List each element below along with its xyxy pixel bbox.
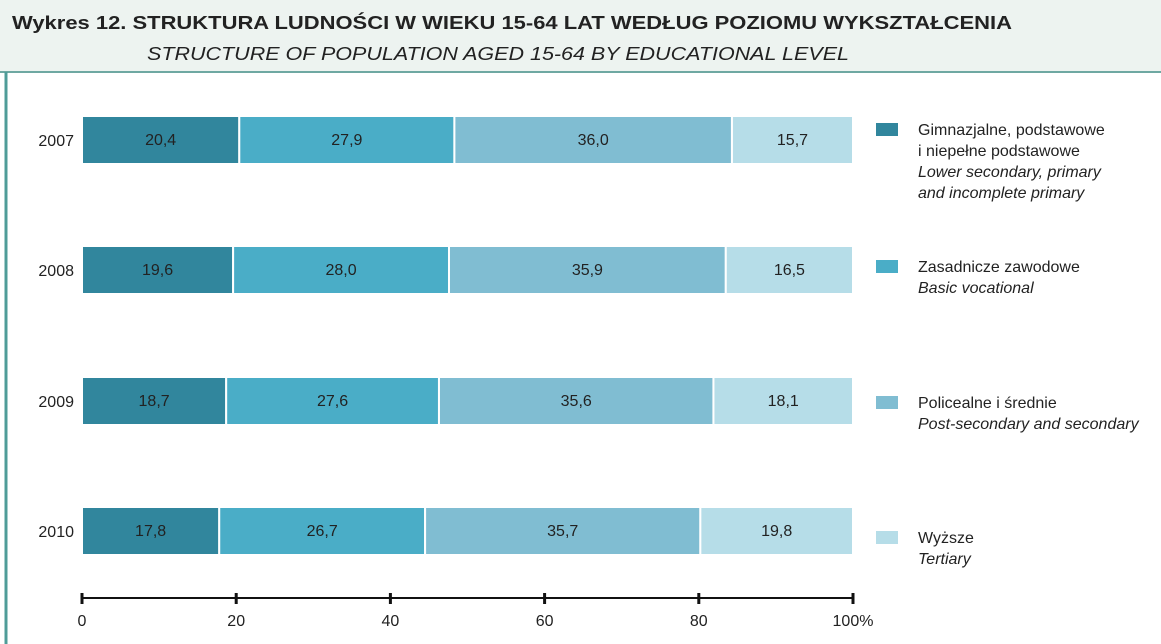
data-label: 35,9 <box>572 262 603 279</box>
data-label: 35,6 <box>561 393 592 410</box>
legend-entry-en: Basic vocational <box>918 280 1034 297</box>
bar-segment <box>699 506 854 556</box>
data-label: 18,1 <box>768 393 799 410</box>
bar-segment <box>81 245 235 295</box>
x-tick-label: 0 <box>78 613 87 630</box>
x-tick-label: 20 <box>227 613 245 630</box>
data-label: 20,4 <box>145 132 176 149</box>
bar-segment <box>81 376 228 426</box>
x-tick-label: 40 <box>382 613 400 630</box>
bar-segment <box>238 115 456 165</box>
chart-title: Wykres 12. STRUKTURA LUDNOŚCI W WIEKU 15… <box>12 12 1012 33</box>
bar-segment <box>712 376 854 426</box>
data-label: 27,6 <box>317 393 348 410</box>
bar-segment <box>218 506 427 556</box>
x-tick-label: 60 <box>536 613 554 630</box>
data-label: 35,7 <box>547 523 578 540</box>
bar-segment <box>225 376 440 426</box>
data-label: 16,5 <box>774 262 805 279</box>
legend-swatch <box>876 531 898 544</box>
legend-entry: Policealne i średnie Post-secondary and s… <box>918 395 1139 433</box>
data-label: 15,7 <box>777 132 808 149</box>
bar-segment <box>447 245 727 295</box>
y-tick-label: 2010 <box>38 524 74 541</box>
legend-swatch <box>876 260 898 273</box>
y-tick-label: 2008 <box>38 263 74 280</box>
data-label: 27,9 <box>331 132 362 149</box>
bar-segment <box>453 115 733 165</box>
data-label: 18,7 <box>139 393 170 410</box>
data-label: 36,0 <box>578 132 609 149</box>
bar-segment <box>424 506 702 556</box>
legend-swatch <box>876 396 898 409</box>
legend-entry-en: Post-secondary and secondary <box>918 416 1139 433</box>
data-label: 26,7 <box>307 523 338 540</box>
data-label: 28,0 <box>325 262 356 279</box>
data-label: 19,8 <box>761 523 792 540</box>
legend-entry-en: Tertiary <box>918 551 971 568</box>
data-label: 19,6 <box>142 262 173 279</box>
bar-segment <box>724 245 854 295</box>
x-tick-label: 100% <box>833 613 874 630</box>
legend-entry: Gimnazjalne, podstawowe i niepełne podst… <box>918 122 1105 202</box>
y-tick-label: 2009 <box>38 394 74 411</box>
bar-segment <box>232 245 450 295</box>
x-tick-label: 80 <box>690 613 708 630</box>
legend-entry: Zasadnicze zawodowe Basic vocational <box>918 259 1080 297</box>
header-band <box>0 0 1161 72</box>
bar-segment <box>81 506 221 556</box>
data-label: 17,8 <box>135 523 166 540</box>
bar-segment <box>730 115 854 165</box>
bar-segment <box>437 376 715 426</box>
legend-entry-en: Lower secondary, primary and incomplete … <box>918 164 1101 202</box>
bar-segment <box>81 115 241 165</box>
chart-subtitle: STRUCTURE OF POPULATION AGED 15-64 BY ED… <box>147 44 849 64</box>
legend-swatch <box>876 123 898 136</box>
y-tick-label: 2007 <box>38 133 74 150</box>
legend-entry: Wyższe Tertiary <box>918 530 974 568</box>
